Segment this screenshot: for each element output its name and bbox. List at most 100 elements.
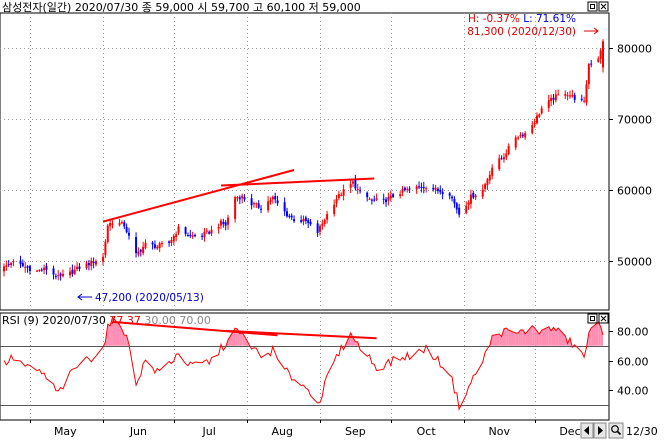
- date-axis-label: Jul: [202, 425, 216, 438]
- candle-body: [583, 101, 585, 102]
- candle-body: [484, 184, 486, 189]
- candle-body: [194, 235, 196, 236]
- candle-body: [538, 114, 540, 117]
- candle-body: [20, 261, 22, 264]
- rsi-fill-segment: [504, 328, 506, 346]
- candle-body: [597, 59, 599, 62]
- candle-body: [3, 266, 5, 271]
- candle-body: [88, 263, 90, 265]
- candle-body: [569, 95, 571, 96]
- candle-body: [550, 98, 552, 101]
- rsi-y-tick-label: 60.00: [617, 356, 649, 369]
- candle-body: [286, 211, 288, 216]
- candle-body: [22, 263, 24, 266]
- candle-body: [420, 187, 422, 188]
- candle-body: [449, 193, 451, 196]
- candle-body: [74, 270, 76, 274]
- candle-body: [324, 220, 326, 224]
- date-axis-label: Jun: [129, 425, 147, 438]
- candle-body: [24, 267, 26, 268]
- scroll-left-button[interactable]: [581, 423, 593, 438]
- candle-body: [152, 243, 154, 245]
- candle-body: [418, 186, 420, 187]
- candle-body: [399, 194, 401, 196]
- rsi-pane-close-button[interactable]: [599, 314, 608, 323]
- rsi-fill-segment: [124, 335, 126, 346]
- candle-body: [218, 227, 220, 228]
- candle-body: [588, 64, 590, 84]
- candle-body: [60, 274, 62, 276]
- candle-body: [531, 125, 533, 133]
- candle-body: [274, 196, 276, 199]
- candle-body: [189, 235, 191, 236]
- candle-body: [227, 218, 229, 225]
- rsi-y-tick-label: 40.00: [617, 385, 649, 398]
- candle-body: [109, 223, 111, 226]
- price-pane-maximize-button[interactable]: [588, 2, 597, 11]
- candle-body: [536, 116, 538, 124]
- candle-body: [29, 266, 31, 271]
- candle-body: [307, 220, 309, 223]
- candle-body: [119, 223, 121, 225]
- candle-body: [602, 41, 604, 67]
- candle-body: [465, 206, 467, 213]
- candle-body: [439, 190, 441, 192]
- price-y-tick-label: 50000: [617, 256, 652, 269]
- candle-body: [86, 263, 88, 268]
- candle-body: [12, 261, 14, 262]
- date-axis-label: Nov: [489, 425, 511, 438]
- rsi-header: RSI (9) 2020/07/30 77.37 30.00 70.00: [2, 314, 211, 327]
- candle-body: [57, 275, 59, 276]
- candle-body: [173, 236, 175, 241]
- candle-body: [175, 234, 177, 237]
- candle-body: [258, 203, 260, 207]
- candle-body: [241, 196, 243, 199]
- candle-body: [541, 108, 543, 113]
- candle-body: [552, 98, 554, 100]
- candle-body: [340, 195, 342, 196]
- candle-body: [178, 227, 180, 233]
- candle-body: [102, 257, 104, 262]
- zoom-button[interactable]: [609, 423, 623, 438]
- candle-body: [472, 193, 474, 198]
- candle-body: [8, 264, 10, 265]
- candle-body: [409, 189, 411, 190]
- candle-body: [491, 168, 493, 176]
- candle-body: [317, 223, 319, 233]
- candle-body: [201, 236, 203, 237]
- candle-body: [406, 189, 408, 190]
- candle-body: [373, 200, 375, 201]
- candle-body: [343, 189, 345, 196]
- candle-body: [489, 175, 491, 181]
- candle-body: [423, 187, 425, 188]
- candle-body: [336, 199, 338, 203]
- rsi-y-tick-label: 80.00: [617, 326, 649, 339]
- date-axis-label: Sep: [345, 425, 366, 438]
- rsi-fill-segment: [516, 333, 518, 346]
- candle-body: [505, 154, 507, 158]
- candle-body: [170, 240, 172, 243]
- price-header: 삼성전자(일간) 2020/07/30 종 59,000 시 59,700 고 …: [2, 0, 361, 14]
- scroll-right-button[interactable]: [594, 423, 606, 438]
- candle-body: [255, 203, 257, 204]
- candle-body: [76, 267, 78, 269]
- candle-body: [27, 266, 29, 267]
- rsi-pane-maximize-button[interactable]: [588, 314, 597, 323]
- candle-2020-06-02: [104, 239, 106, 258]
- candle-body: [458, 208, 460, 215]
- candle-body: [78, 266, 80, 268]
- rsi-fill-segment: [108, 324, 110, 346]
- candle-body: [357, 189, 359, 190]
- candle-body: [192, 235, 194, 237]
- candle-body: [326, 214, 328, 220]
- candle-body: [71, 270, 73, 274]
- date-axis-label: Aug: [272, 425, 293, 438]
- price-pane-close-button[interactable]: [599, 2, 608, 11]
- rsi-fill-segment: [506, 328, 508, 346]
- candle-body: [293, 219, 295, 221]
- candle-body: [38, 270, 40, 271]
- candle-body: [567, 95, 569, 96]
- candle-body: [104, 242, 106, 256]
- candle-body: [390, 195, 392, 198]
